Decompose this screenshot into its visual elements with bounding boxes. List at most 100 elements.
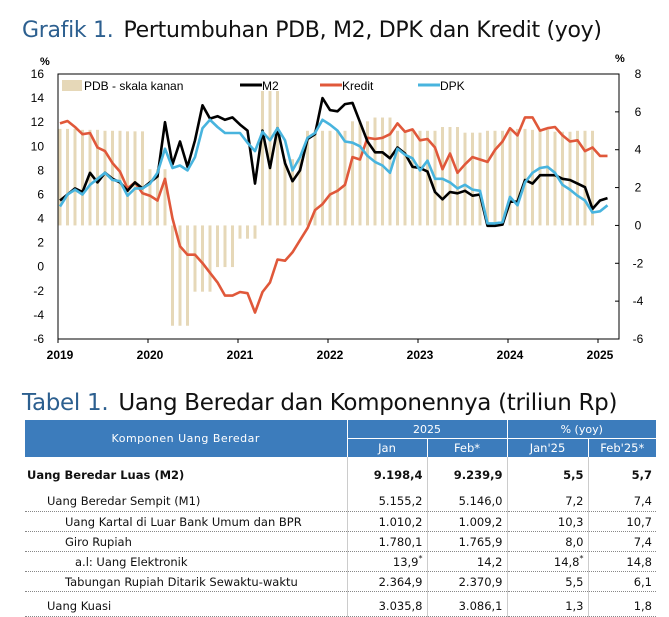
pdb-bar — [411, 130, 414, 226]
right-tick-label: -4 — [633, 294, 644, 308]
x-tick-label: 2022 — [317, 348, 344, 362]
row-value: 6,1 — [587, 571, 656, 592]
x-tick-label: 2021 — [227, 348, 254, 362]
left-tick-label: -4 — [33, 308, 44, 322]
row-value: 14,8* — [506, 551, 588, 572]
pdb-bar — [141, 131, 144, 226]
row-value: 1,8 — [587, 591, 656, 617]
right-tick-label: 4 — [635, 143, 642, 157]
pdb-bar — [253, 225, 257, 239]
cell-value: 9.198,4 — [373, 468, 423, 482]
pdb-bar — [351, 121, 354, 226]
right-tick-label: 0 — [635, 218, 642, 232]
pdb-bar — [313, 130, 317, 226]
row-value: 1.010,2 — [346, 511, 427, 532]
table-row: Uang Kuasi 3.035,8 3.086,1 1,3 1,8 — [25, 591, 656, 617]
row-label: Uang Beredar Sempit (M1) — [25, 487, 347, 512]
left-tick-label: 2 — [37, 236, 44, 250]
left-tick-label: 10 — [31, 139, 45, 153]
row-label: Uang Beredar Luas (M2) — [27, 468, 185, 482]
cell-value: 3.086,1 — [458, 599, 503, 613]
x-tick-label: 2025 — [587, 348, 614, 362]
cell-value: 1.780,1 — [378, 534, 423, 549]
pdb-bar — [493, 130, 497, 226]
row-label: Uang Kuasi — [25, 591, 347, 617]
x-tick-label: 2019 — [47, 348, 74, 362]
series-line-kredit — [59, 116, 608, 314]
pdb-bar — [208, 225, 212, 292]
pdb-bar — [478, 132, 482, 226]
pdb-bar — [343, 130, 347, 226]
cell-value: 7,2 — [565, 494, 584, 508]
pdb-bar — [81, 129, 84, 226]
row-value: 5,7 — [587, 457, 656, 487]
row-value: 1,3 — [506, 591, 588, 617]
pdb-bar — [321, 130, 324, 226]
pdb-bar — [328, 130, 332, 226]
cell-value: 1.765,9 — [458, 534, 503, 549]
pdb-bar — [381, 117, 384, 226]
preliminary-mark: * — [418, 554, 423, 564]
cell-value: 10,3 — [557, 514, 584, 529]
row-value: 3.035,8 — [346, 591, 427, 617]
legend: PDB - skala kanan M2 Kredit DPK — [62, 79, 465, 93]
right-tick-label: 6 — [635, 105, 642, 119]
row-label: Tabungan Rupiah Ditarik Sewaktu-waktu — [25, 571, 347, 592]
pdb-bar — [283, 159, 287, 226]
cell-value: 14,2 — [476, 554, 503, 569]
pdb-bar — [66, 128, 69, 226]
pdb-bar — [441, 127, 444, 226]
pdb-bar — [238, 225, 242, 239]
col-header-feb25: Feb'25* — [587, 438, 656, 457]
pdb-bar — [118, 130, 122, 226]
cell-value: 13,9 — [392, 554, 419, 569]
col-group-2025: 2025 — [346, 420, 507, 439]
right-axis-unit: % — [615, 53, 625, 65]
pdb-bar — [291, 159, 294, 226]
row-value: 2.364,9 — [346, 571, 427, 592]
table-row: Giro Rupiah 1.780,1 1.765,9 8,0 7,4 — [25, 531, 656, 552]
cell-value: 1.009,2 — [458, 514, 503, 529]
table-row: Uang Beredar Sempit (M1) 5.155,2 5.146,0 7,… — [25, 487, 656, 512]
pdb-bar — [396, 130, 399, 226]
row-value: 1.009,2 — [426, 511, 507, 532]
row-value: 10,3 — [506, 511, 588, 532]
pdb-bar — [358, 121, 362, 226]
row-value: 7,2 — [506, 487, 588, 512]
left-tick-label: -6 — [33, 332, 44, 346]
legend-m2-label: M2 — [262, 79, 279, 93]
pdb-bar — [501, 130, 504, 226]
preliminary-mark: * — [579, 554, 584, 564]
cell-value: 8,0 — [565, 534, 584, 549]
pdb-bar — [463, 132, 467, 226]
cell-value: 1,3 — [565, 599, 584, 613]
right-tick-label: 2 — [635, 181, 642, 195]
x-tick-label: 2020 — [137, 348, 164, 362]
pdb-bar — [508, 128, 512, 226]
row-value: 5.155,2 — [346, 487, 427, 512]
chart-title-text: Pertumbuhan PDB, M2, DPK dan Kredit (yoy… — [123, 18, 602, 43]
row-value: 8,0 — [506, 531, 588, 552]
pdb-bar — [456, 127, 459, 226]
left-tick-label: 8 — [37, 163, 44, 177]
right-tick-label: -6 — [633, 332, 644, 346]
chart-title-number: Grafik 1. — [22, 18, 114, 43]
pdb-bar — [546, 129, 549, 226]
pdb-bar — [186, 225, 189, 326]
pdb-bar — [568, 131, 572, 226]
col-header-component: Komponen Uang Beredar — [25, 420, 347, 457]
cell-value: 2.364,9 — [378, 574, 423, 589]
legend-kredit-label: Kredit — [342, 79, 374, 93]
right-tick-label: 8 — [635, 67, 642, 81]
cell-value: 1,8 — [633, 599, 652, 613]
cell-value: 5,5 — [565, 574, 584, 589]
pdb-bar — [336, 130, 339, 226]
pdb-bar — [246, 225, 249, 239]
row-value: 14,2 — [426, 551, 507, 572]
left-tick-label: 12 — [31, 115, 45, 129]
pdb-bar — [133, 131, 137, 226]
x-tick-label: 2023 — [407, 348, 434, 362]
cell-value: 6,1 — [633, 574, 652, 589]
pdb-bar — [223, 225, 227, 268]
